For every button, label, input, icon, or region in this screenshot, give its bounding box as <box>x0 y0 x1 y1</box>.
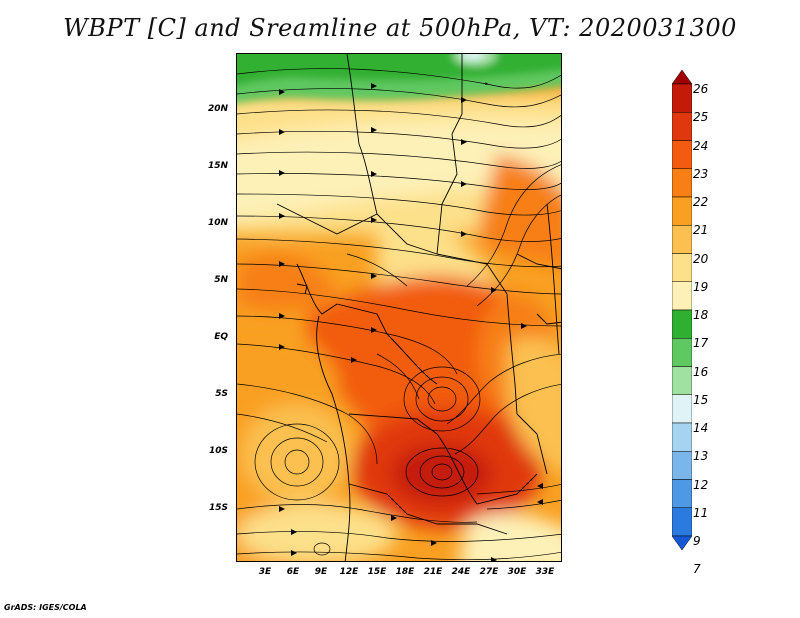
colorbar-cell <box>672 140 692 169</box>
colorbar-cell <box>672 394 692 424</box>
colorbar-cell <box>672 168 692 198</box>
colorbar-label: 16 <box>693 364 709 379</box>
lon-label-6e: 6E <box>286 567 300 577</box>
lon-label-27e: 27E <box>479 567 499 577</box>
wbpt-field <box>237 54 561 561</box>
colorbar-label: 20 <box>693 251 709 266</box>
map-panel <box>236 53 562 562</box>
country-borders <box>276 54 561 561</box>
colorbar-cell <box>672 225 692 254</box>
colorbar-cell <box>672 196 692 226</box>
colorbar-label: 25 <box>693 110 709 125</box>
colorbar-label: 19 <box>693 279 709 294</box>
colorbar-label: 23 <box>693 166 709 181</box>
credit-text: GrADS: IGES/COLA <box>4 603 87 612</box>
colorbar-label: 18 <box>693 308 709 322</box>
lat-label-15n: 15N <box>207 161 228 171</box>
colorbar-label: 22 <box>693 195 709 209</box>
streamline-arrows <box>279 83 543 561</box>
lat-label-15s: 15S <box>208 503 228 513</box>
lon-label-33e: 33E <box>535 567 555 577</box>
colorbar-cell <box>672 479 692 508</box>
streamlines <box>237 68 561 560</box>
colorbar-label: 12 <box>693 477 709 492</box>
lat-label-20n: 20N <box>207 104 228 114</box>
colorbar-label: 15 <box>693 392 709 407</box>
colorbar-cell <box>672 253 692 282</box>
lat-label-10s: 10S <box>208 446 228 456</box>
colorbar-cell <box>672 507 692 537</box>
lon-label-12e: 12E <box>339 567 359 577</box>
lon-label-3e: 3E <box>258 567 272 577</box>
colorbar-cell <box>672 309 692 339</box>
colorbar-cell <box>672 83 692 113</box>
lon-label-21e: 21E <box>423 567 443 577</box>
colorbar-cell <box>672 281 692 311</box>
colorbar-label: 21 <box>693 223 709 238</box>
lon-label-18e: 18E <box>395 567 415 577</box>
colorbar-label: 7 <box>693 562 701 577</box>
colorbar-cell <box>672 112 692 141</box>
colorbar-cell <box>672 535 692 551</box>
lon-label-9e: 9E <box>314 567 328 577</box>
colorbar-label: 17 <box>693 336 709 351</box>
colorbar-label: 9 <box>693 534 701 548</box>
colorbar-cell <box>672 422 692 452</box>
colorbar-label: 26 <box>693 82 709 96</box>
colorbar-label: 14 <box>693 421 709 435</box>
lat-label-eq: EQ <box>214 332 228 342</box>
colorbar-cell <box>672 366 692 395</box>
colorbar-label: 24 <box>693 138 709 153</box>
lat-label-5n: 5N <box>214 275 228 285</box>
colorbar-cell <box>672 338 692 367</box>
map-title: WBPT [C] and Sreamline at 500hPa, VT: 20… <box>63 14 737 42</box>
colorbar-label: 13 <box>693 449 709 464</box>
lat-label-10n: 10N <box>207 218 228 228</box>
lon-label-24e: 24E <box>451 567 471 577</box>
lon-label-15e: 15E <box>367 567 387 577</box>
colorbar-label: 11 <box>693 505 709 520</box>
lat-label-5s: 5S <box>215 389 228 399</box>
colorbar <box>672 69 692 551</box>
colorbar-cell <box>672 69 692 85</box>
lon-label-30e: 30E <box>507 567 527 577</box>
colorbar-cell <box>672 451 692 480</box>
